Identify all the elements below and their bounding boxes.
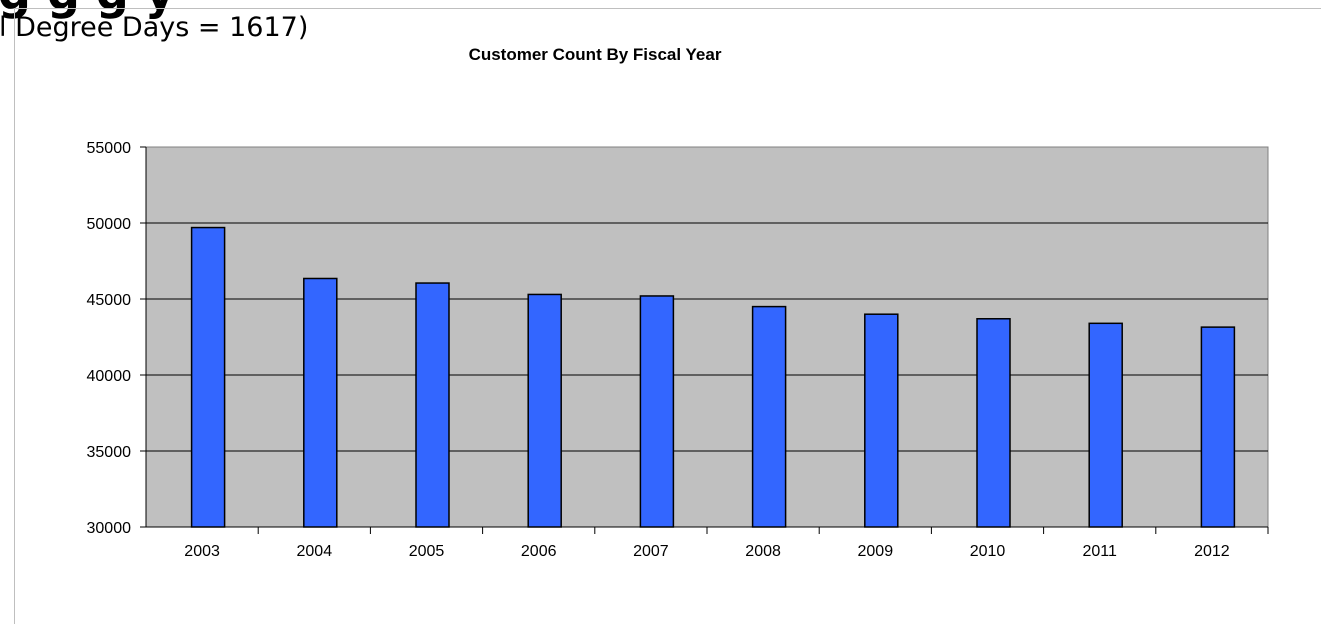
bars (170, 226, 1236, 528)
chart-title: Customer Count By Fiscal Year (469, 45, 722, 64)
bar-2010 (976, 318, 1011, 528)
x-tick-label: 2007 (633, 543, 669, 560)
y-tick-label: 35000 (87, 444, 132, 461)
x-tick-label: 2004 (297, 543, 333, 560)
bar-2006 (527, 293, 562, 528)
bar-2007 (639, 295, 675, 528)
x-tick-label: 2006 (521, 543, 557, 560)
slide-subheading: l Degree Days = 1617) (0, 12, 309, 43)
bar-2009 (864, 313, 899, 528)
bar-2011 (1088, 322, 1123, 528)
x-tick-label: 2005 (409, 543, 445, 560)
bar-2005 (415, 282, 450, 528)
y-tick-label: 30000 (87, 520, 132, 537)
y-tick-label: 55000 (87, 140, 132, 157)
bar-2012 (1200, 326, 1236, 528)
y-tick-label: 45000 (87, 292, 132, 309)
x-tick-label: 2003 (184, 543, 220, 560)
y-tick-label: 40000 (87, 368, 132, 385)
bar-2004 (303, 277, 338, 528)
chart-container (14, 8, 1321, 624)
x-axis-ticks: 2003 2004 2005 2006 2007 2008 2009 2010 2011 2012 (184, 527, 1269, 560)
x-tick-label: 2010 (970, 543, 1006, 560)
bar-2003 (190, 226, 226, 528)
x-tick-label: 2012 (1194, 543, 1230, 560)
x-tick-label: 2011 (1082, 543, 1117, 560)
bar-2008 (751, 305, 787, 528)
x-tick-label: 2008 (745, 543, 781, 560)
y-tick-label: 50000 (87, 216, 132, 233)
y-axis-ticks: 30000 35000 40000 45000 50000 55000 (87, 140, 146, 537)
slide-heading-fragment: g g g y (0, 0, 175, 20)
x-tick-label: 2009 (858, 543, 894, 560)
